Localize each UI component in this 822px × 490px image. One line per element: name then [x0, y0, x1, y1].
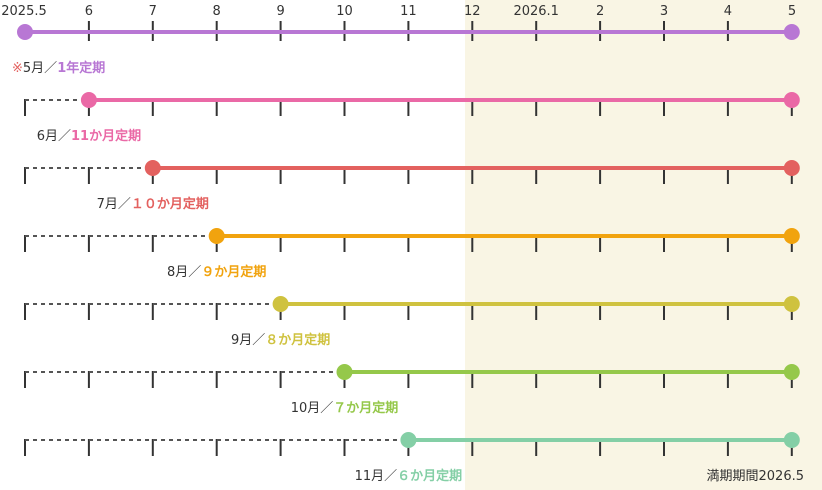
plan-name: ７か月定期	[333, 401, 399, 416]
plan-start-dot	[208, 228, 225, 244]
plan-note: ※	[12, 61, 23, 76]
plan-label: 11月／６か月定期	[355, 465, 463, 484]
plan-end-dot	[783, 24, 800, 40]
month-label: 10	[336, 4, 353, 19]
month-label: 2	[595, 4, 605, 19]
month-label: 12	[464, 4, 481, 19]
plan-end-dot	[783, 228, 800, 244]
plan-name: 1年定期	[57, 61, 106, 76]
plan-end-dot	[783, 160, 800, 176]
month-label: 8	[212, 4, 221, 19]
plan-name: ９か月定期	[201, 265, 267, 280]
month-label: 6	[84, 4, 94, 19]
plan-label: 7月／１０か月定期	[97, 193, 209, 212]
plan-label: 10月／７か月定期	[291, 397, 399, 416]
plan-end-dot	[783, 364, 800, 380]
plan-end-dot	[783, 92, 800, 108]
plan-start-month: 10月／	[290, 401, 334, 416]
year-2026-background	[465, 0, 822, 490]
plan-name: ８か月定期	[265, 333, 331, 348]
plan-start-dot	[336, 364, 353, 380]
expiry-label: 満期期間2026.5	[706, 469, 805, 484]
plan-start-month: 5月／	[22, 61, 58, 76]
month-label: 4	[723, 4, 733, 19]
plan-name: ６か月定期	[397, 469, 463, 484]
plan-start-month: 11月／	[354, 469, 398, 484]
plan-start-dot	[80, 92, 97, 108]
month-label: 9	[276, 4, 285, 19]
month-label: 7	[148, 4, 157, 19]
plan-label: 9月／８か月定期	[231, 329, 330, 348]
plan-name: １０か月定期	[130, 197, 209, 212]
plan-label: 6月／11か月定期	[37, 125, 141, 144]
plan-end-dot	[783, 296, 800, 312]
plan-start-dot	[144, 160, 161, 176]
plan-start-month: 6月／	[36, 129, 71, 144]
plan-label: 8月／９か月定期	[167, 261, 266, 280]
month-label: 2025.5	[1, 4, 47, 19]
plan-start-dot	[272, 296, 289, 312]
month-label: 5	[787, 4, 797, 19]
plan-label: ※5月／1年定期	[12, 57, 105, 76]
plan-end-dot	[783, 432, 800, 448]
month-label: 11	[400, 4, 417, 19]
month-label: 3	[659, 4, 669, 19]
plan-name: 11か月定期	[70, 129, 142, 144]
month-label: 2026.1	[513, 4, 559, 19]
plan-start-dot	[400, 432, 417, 448]
plan-start-month: 7月／	[96, 197, 131, 212]
plan-start-month: 8月／	[167, 265, 202, 280]
plan-start-month: 9月／	[230, 333, 266, 348]
plan-start-dot	[17, 24, 33, 40]
